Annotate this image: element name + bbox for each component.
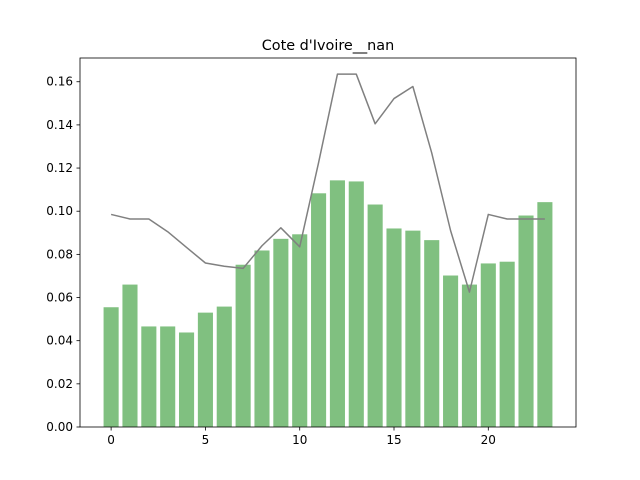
bar	[216, 306, 232, 427]
bar	[273, 238, 289, 427]
bar-series	[103, 180, 553, 427]
bar	[537, 202, 553, 427]
bar	[235, 264, 251, 427]
y-tick-label: 0.16	[46, 75, 73, 89]
x-tick-label: 15	[386, 433, 401, 447]
bar	[518, 215, 534, 427]
y-tick-label: 0.10	[46, 204, 73, 218]
bar	[179, 332, 195, 427]
bar	[197, 312, 213, 427]
bar	[386, 228, 402, 427]
bar	[141, 326, 157, 427]
y-tick-label: 0.00	[46, 420, 73, 434]
bar	[443, 275, 459, 427]
bar	[329, 180, 345, 427]
bar	[254, 250, 270, 427]
y-tick-label: 0.04	[46, 334, 73, 348]
line-series-path	[110, 73, 545, 293]
x-tick-label: 20	[481, 433, 496, 447]
bar	[405, 230, 421, 427]
axes: 0 5 10 15 20 0.00 0.02 0.04 0.06 0.08 0.10 0.12 0.14…	[46, 57, 577, 447]
bar	[367, 204, 383, 427]
bar	[461, 284, 477, 427]
axes-frame	[79, 57, 577, 428]
x-tick-label: 10	[292, 433, 307, 447]
bar	[103, 307, 119, 427]
y-tick-label: 0.06	[46, 291, 73, 305]
bar	[122, 284, 138, 427]
bar	[499, 261, 515, 427]
y-tick-label: 0.02	[46, 377, 73, 391]
bar	[424, 240, 440, 427]
bar	[292, 234, 308, 427]
bar	[348, 181, 364, 427]
chart-title: Cote d'Ivoire__nan	[262, 38, 394, 54]
y-tick-label: 0.14	[46, 118, 73, 132]
x-tick-label: 5	[202, 433, 210, 447]
x-tick-label: 0	[107, 433, 115, 447]
y-tick-label: 0.12	[46, 161, 73, 175]
y-tick-label: 0.08	[46, 247, 73, 261]
line-series	[110, 73, 545, 293]
bar	[311, 193, 327, 427]
bar	[480, 263, 496, 427]
bar	[160, 326, 176, 427]
